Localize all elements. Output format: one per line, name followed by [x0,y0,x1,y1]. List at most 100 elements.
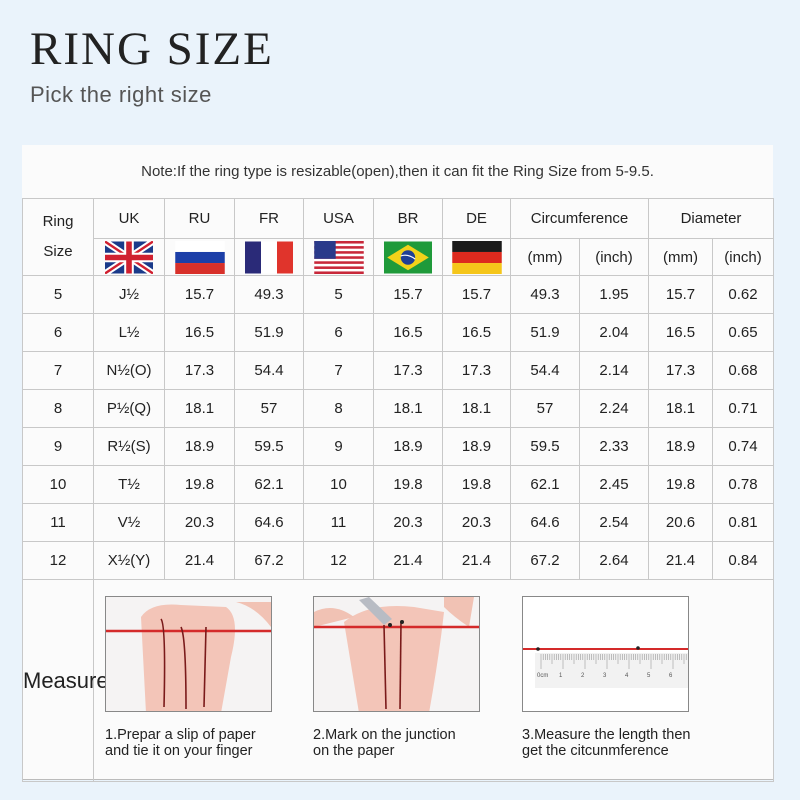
russia-flag-icon [174,240,225,274]
cell-diameter-inch: 0.62 [711,275,775,314]
table-row: 10 T½ 19.8 62.1 10 19.8 19.8 62.1 2.45 19.8 0.78 [22,465,775,504]
cell-ring-size: 5 [22,275,94,314]
ruler-label: 5 [647,673,651,679]
cell-ru: 16.5 [164,313,235,352]
cell-fr: 64.6 [234,503,304,542]
cell-ring-size: 7 [22,351,94,390]
table-row: 8 P½(Q) 18.1 57 8 18.1 18.1 57 2.24 18.1 0.71 [22,389,775,428]
cell-fr: 67.2 [234,541,304,580]
table-row: 12 X½(Y) 21.4 67.2 12 21.4 21.4 67.2 2.64 21.4 0.8… [22,541,775,580]
cell-diameter-mm: 18.9 [648,427,713,466]
cell-diameter-inch: 0.71 [711,389,775,428]
cell-circumference-inch: 2.24 [579,389,649,428]
cell-de: 15.7 [442,275,511,314]
cell-ring-size: 11 [22,503,94,542]
cell-diameter-mm: 18.1 [648,389,713,428]
header-usa: USA [303,198,374,239]
cell-ru: 20.3 [164,503,235,542]
header-diameter-mm: (mm) [648,238,713,276]
header-ru: RU [164,198,235,239]
ruler-label: 0cm [537,673,548,679]
germany-flag-cell [442,238,511,276]
step-2-line-1: 2.Mark on the junction [313,727,456,743]
cell-diameter-inch: 0.74 [711,427,775,466]
ring-size-table: Ring Size UK RU FR USA BR DE Circumferenc… [22,198,775,782]
cell-diameter-inch: 0.81 [711,503,775,542]
cell-circumference-inch: 2.14 [579,351,649,390]
uk-flag-cell [93,238,165,276]
cell-diameter-inch: 0.68 [711,351,775,390]
ruler-measure-image: 0cm 1 2 3 4 5 6 [522,596,689,712]
measure-steps-cell: 1.Prepar a slip of paper and tie it on yo… [92,579,775,782]
table-row: 9 R½(S) 18.9 59.5 9 18.9 18.9 59.5 2.33 18.9 0.74 [22,427,775,466]
cell-circumference-mm: 49.3 [510,275,580,314]
cell-diameter-inch: 0.84 [711,541,775,580]
cell-uk: P½(Q) [93,389,165,428]
cell-br: 21.4 [373,541,443,580]
cell-de: 17.3 [442,351,511,390]
cell-uk: J½ [93,275,165,314]
cell-uk: V½ [93,503,165,542]
measure-step-3: 0cm 1 2 3 4 5 6 3.Measure the length then get t… [522,596,712,759]
step-3-line-1: 3.Measure the length then [522,727,691,743]
hand-string-image [105,596,272,712]
cell-br: 20.3 [373,503,443,542]
cell-de: 16.5 [442,313,511,352]
header-de: DE [442,198,511,239]
cell-circumference-mm: 59.5 [510,427,580,466]
header-circumference: Circumference [510,198,649,239]
cell-ru: 21.4 [164,541,235,580]
ruler-label: 3 [603,673,607,679]
cell-circumference-mm: 67.2 [510,541,580,580]
cell-diameter-mm: 17.3 [648,351,713,390]
table-row: 11 V½ 20.3 64.6 11 20.3 20.3 64.6 2.54 20.6 0.81 [22,503,775,542]
table-row: 7 N½(O) 17.3 54.4 7 17.3 17.3 54.4 2.14 17.3 0.68 [22,351,775,390]
uk-flag-icon [105,240,153,274]
step-3-line-2: get the citcunmference [522,743,669,759]
cell-ring-size: 6 [22,313,94,352]
cell-uk: N½(O) [93,351,165,390]
cell-ring-size: 9 [22,427,94,466]
cell-uk: T½ [93,465,165,504]
header-br: BR [373,198,443,239]
cell-circumference-mm: 64.6 [510,503,580,542]
cell-usa: 9 [303,427,374,466]
cell-fr: 54.4 [234,351,304,390]
brazil-flag-icon [384,241,432,273]
cell-circumference-inch: 2.64 [579,541,649,580]
mark-junction-image [313,596,480,712]
step-1-line-1: 1.Prepar a slip of paper [105,727,256,743]
size-chart-panel: Note:If the ring type is resizable(open)… [22,145,775,782]
cell-usa: 5 [303,275,374,314]
cell-ring-size: 12 [22,541,94,580]
cell-uk: X½(Y) [93,541,165,580]
cell-br: 19.8 [373,465,443,504]
page-title: RING SIZE [30,23,274,75]
ruler-label: 2 [581,673,585,679]
cell-uk: L½ [93,313,165,352]
cell-fr: 62.1 [234,465,304,504]
resizable-note: Note:If the ring type is resizable(open)… [141,163,654,180]
cell-circumference-inch: 2.45 [579,465,649,504]
cell-circumference-inch: 2.33 [579,427,649,466]
cell-ring-size: 10 [22,465,94,504]
cell-br: 18.1 [373,389,443,428]
cell-uk: R½(S) [93,427,165,466]
cell-fr: 49.3 [234,275,304,314]
cell-circumference-mm: 54.4 [510,351,580,390]
cell-usa: 11 [303,503,374,542]
measure-step-1: 1.Prepar a slip of paper and tie it on yo… [105,596,295,759]
cell-ru: 17.3 [164,351,235,390]
cell-diameter-mm: 16.5 [648,313,713,352]
header-diameter: Diameter [647,198,775,239]
cell-circumference-inch: 2.54 [579,503,649,542]
cell-usa: 7 [303,351,374,390]
cell-br: 18.9 [373,427,443,466]
page-subtitle: Pick the right size [30,82,212,107]
header-uk: UK [93,198,165,239]
cell-de: 21.4 [442,541,511,580]
cell-diameter-mm: 21.4 [648,541,713,580]
france-flag-icon [245,241,293,273]
cell-circumference-inch: 2.04 [579,313,649,352]
cell-circumference-mm: 57 [510,389,580,428]
